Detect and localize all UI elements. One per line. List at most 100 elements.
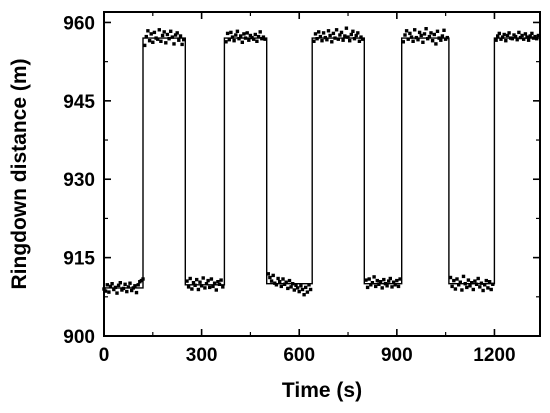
data-point — [269, 279, 274, 283]
data-point — [325, 38, 329, 42]
y-tick-label: 945 — [63, 92, 95, 113]
data-point — [378, 280, 383, 284]
data-point — [518, 35, 523, 40]
data-point — [261, 35, 266, 39]
data-point — [229, 30, 233, 35]
data-point — [365, 285, 370, 290]
data-point — [308, 287, 313, 292]
data-point — [383, 282, 388, 286]
data-point — [258, 30, 262, 34]
data-point — [422, 32, 427, 36]
data-point — [299, 284, 303, 288]
x-tick-label: 0 — [99, 345, 110, 366]
data-point — [535, 37, 539, 41]
data-point — [334, 28, 339, 32]
data-point — [396, 284, 401, 289]
data-point — [336, 37, 340, 41]
data-point — [403, 33, 407, 37]
data-point — [494, 38, 498, 42]
data-point — [204, 282, 209, 286]
data-point — [126, 285, 131, 289]
data-point — [128, 281, 132, 285]
data-point — [443, 37, 448, 41]
y-tick-label: 960 — [63, 13, 95, 34]
data-point — [523, 32, 528, 36]
data-point — [491, 282, 495, 286]
data-point — [426, 37, 430, 41]
data-point — [108, 284, 113, 289]
data-point — [393, 283, 397, 287]
data-point — [159, 39, 163, 43]
data-point — [165, 32, 170, 37]
data-point — [370, 281, 375, 285]
data-point — [357, 39, 362, 43]
data-point — [146, 29, 150, 33]
data-point — [496, 34, 500, 38]
data-point — [203, 286, 207, 290]
data-point — [479, 281, 484, 285]
data-point — [429, 31, 433, 35]
data-point — [134, 290, 139, 295]
data-point — [225, 31, 230, 36]
data-point — [457, 283, 461, 287]
data-point — [406, 37, 410, 41]
y-axis-ticks: 900 915 930 945 960 — [63, 13, 540, 348]
x-tick-label: 1200 — [473, 345, 515, 366]
data-point — [344, 26, 349, 30]
data-point — [442, 28, 446, 32]
data-point — [105, 283, 109, 287]
data-point — [193, 283, 197, 287]
data-point — [435, 29, 440, 33]
series-line — [104, 37, 540, 289]
data-point — [175, 31, 179, 35]
data-point — [478, 285, 482, 289]
data-point — [356, 31, 360, 35]
data-point — [214, 288, 218, 292]
data-point — [201, 276, 205, 280]
data-point — [182, 38, 186, 42]
data-point — [312, 39, 316, 43]
data-point — [305, 290, 310, 294]
data-point — [304, 285, 308, 290]
data-point — [208, 285, 212, 290]
data-point — [499, 37, 503, 41]
data-point — [130, 288, 134, 293]
data-point — [382, 277, 386, 282]
data-point — [331, 31, 336, 36]
data-point — [292, 288, 296, 292]
data-point — [372, 275, 376, 279]
y-tick-label: 900 — [63, 327, 95, 348]
y-tick-label: 915 — [63, 249, 95, 270]
data-point — [170, 35, 174, 39]
data-point — [343, 34, 347, 38]
data-point — [450, 284, 454, 289]
data-point — [333, 36, 337, 40]
data-point — [445, 35, 449, 40]
data-point — [318, 34, 323, 39]
data-point — [317, 30, 321, 34]
data-point — [185, 279, 189, 283]
data-point — [255, 39, 259, 43]
data-point — [256, 34, 261, 39]
data-point — [377, 282, 381, 286]
data-point — [247, 38, 251, 42]
data-point — [434, 42, 438, 46]
data-point — [278, 280, 282, 284]
data-point — [252, 37, 256, 41]
data-point — [367, 277, 371, 281]
data-point — [116, 283, 121, 287]
data-point — [143, 43, 147, 48]
data-point — [330, 40, 334, 44]
data-point — [263, 37, 267, 41]
data-point — [351, 29, 355, 33]
data-point — [227, 38, 231, 42]
data-point — [369, 283, 373, 287]
data-point — [326, 29, 331, 33]
data-point — [471, 287, 475, 292]
data-point — [440, 34, 445, 38]
data-point — [230, 35, 235, 39]
data-point — [279, 284, 283, 289]
data-point — [219, 278, 223, 282]
data-point — [500, 35, 505, 39]
data-point — [152, 30, 157, 35]
